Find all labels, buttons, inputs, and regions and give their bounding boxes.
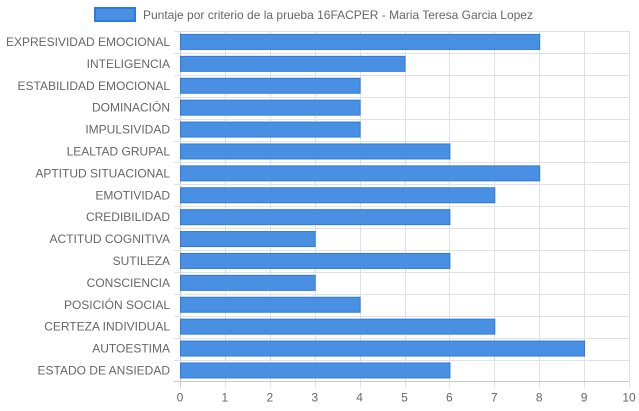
bar[interactable]	[180, 143, 451, 160]
bar[interactable]	[180, 99, 361, 116]
x-tick-label: 3	[311, 390, 318, 404]
bar[interactable]	[180, 165, 541, 182]
x-axis-tick-labels: 0 1 2 3 4 5 6 7 8 9 10	[177, 390, 636, 404]
category-labels: EXPRESIVIDAD EMOCIONAL INTELIGENCIA ESTABI…	[6, 35, 170, 378]
x-tick-label: 5	[401, 390, 408, 404]
category-label: IMPULSIVIDAD	[85, 123, 170, 137]
category-label: ESTADO DE ANSIEDAD	[38, 363, 171, 377]
category-label: POSICIÓN SOCIAL	[64, 297, 170, 312]
x-tick-label: 4	[356, 390, 363, 404]
legend[interactable]: Puntaje por criterio de la prueba 16FACP…	[94, 7, 533, 22]
bar[interactable]	[180, 121, 361, 138]
legend-label: Puntaje por criterio de la prueba 16FACP…	[143, 8, 533, 22]
category-label: EMOTIVIDAD	[95, 188, 170, 202]
category-label: DOMINACIÓN	[92, 100, 170, 115]
legend-swatch	[94, 7, 136, 22]
category-label: CERTEZA INDIVIDUAL	[44, 320, 170, 334]
category-label: ACTITUD COGNITIVA	[50, 232, 170, 246]
category-label: EXPRESIVIDAD EMOCIONAL	[6, 35, 170, 49]
category-label: CREDIBILIDAD	[86, 210, 170, 224]
x-tick-label: 1	[222, 390, 229, 404]
bar[interactable]	[180, 274, 316, 291]
bar[interactable]	[180, 231, 316, 248]
x-tick-label: 0	[177, 390, 184, 404]
bar[interactable]	[180, 296, 361, 313]
x-tick-label: 10	[622, 390, 636, 404]
bar[interactable]	[180, 33, 541, 50]
bars	[180, 33, 586, 379]
category-label: CONSCIENCIA	[87, 276, 170, 290]
bar[interactable]	[180, 318, 496, 335]
category-label: APTITUD SITUACIONAL	[35, 166, 170, 180]
bar[interactable]	[180, 340, 586, 357]
bar[interactable]	[180, 187, 496, 204]
bar[interactable]	[180, 252, 451, 269]
bar[interactable]	[180, 55, 406, 72]
category-label: SUTILEZA	[113, 254, 170, 268]
bar[interactable]	[180, 77, 361, 94]
bar[interactable]	[180, 362, 451, 379]
x-tick-label: 6	[446, 390, 453, 404]
x-tick-label: 9	[581, 390, 588, 404]
x-tick-label: 7	[491, 390, 498, 404]
category-label: AUTOESTIMA	[92, 342, 170, 356]
category-label: INTELIGENCIA	[87, 57, 170, 71]
bar[interactable]	[180, 209, 451, 226]
grid	[174, 31, 630, 388]
category-label: LEALTAD GRUPAL	[67, 144, 171, 158]
x-tick-label: 2	[266, 390, 273, 404]
category-label: ESTABILIDAD EMOCIONAL	[18, 79, 171, 93]
x-tick-label: 8	[536, 390, 543, 404]
